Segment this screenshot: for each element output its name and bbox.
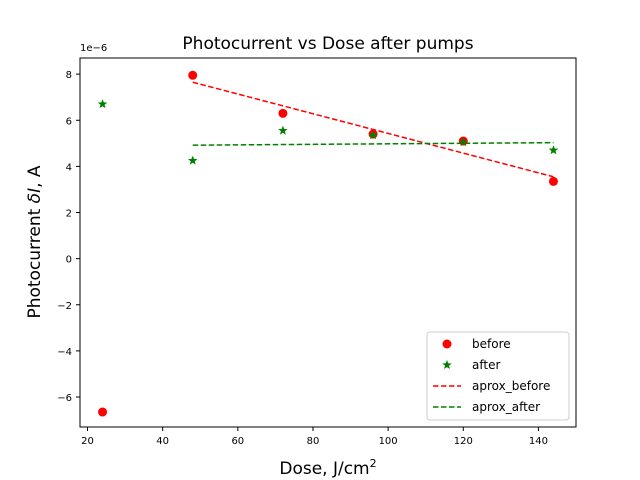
x-tick-label: 120 [454, 436, 473, 447]
x-tick-label: 140 [529, 436, 548, 447]
y-offset-label: 1e−6 [80, 43, 107, 54]
point-before [548, 176, 558, 186]
point-after [187, 155, 198, 165]
x-tick-label: 20 [81, 436, 94, 447]
x-tick-label: 100 [379, 436, 398, 447]
legend-marker-before [442, 339, 452, 349]
legend-label-before: before [472, 337, 511, 351]
y-tick-label: 4 [66, 162, 72, 173]
legend: before after aprox_before aprox_after [426, 331, 570, 421]
x-axis-label-superscript: 2 [370, 457, 377, 470]
y-tick-label: 2 [66, 209, 72, 220]
plot-frame [79, 57, 577, 428]
x-axis: 20 40 60 80 100 120 140 [81, 427, 548, 447]
x-tick-label: 60 [231, 436, 244, 447]
plot-content [97, 70, 559, 417]
y-tick-label: 8 [66, 70, 72, 81]
y-tick-label: 6 [66, 116, 72, 127]
point-after [97, 99, 108, 109]
x-axis-label: Dose, J/cm2 [279, 457, 376, 479]
chart-title: Photocurrent vs Dose after pumps [182, 34, 473, 54]
legend-label-aprox_before: aprox_before [472, 379, 550, 393]
x-tick-label: 40 [156, 436, 169, 447]
point-after [458, 137, 469, 147]
point-before [98, 407, 108, 417]
point-after [278, 125, 288, 135]
y-tick-label: −2 [57, 301, 72, 312]
y-tick-label: −4 [57, 347, 72, 358]
point-before [188, 70, 198, 80]
series-line-aprox_after [192, 141, 554, 146]
y-axis-label: Photocurrent δI, A [25, 165, 45, 318]
y-axis-label-pre: Photocurrent [25, 203, 45, 318]
legend-label-after: after [472, 358, 500, 372]
y-tick-label: 0 [66, 255, 72, 266]
x-tick-label: 80 [307, 436, 320, 447]
y-axis: −6 −4 −2 0 2 4 6 8 [57, 70, 80, 404]
point-after [368, 130, 378, 140]
y-axis-label-symbol: δI [25, 188, 45, 203]
y-axis-label-post: , A [25, 165, 45, 188]
legend-marker-after [442, 360, 452, 370]
x-axis-label-main: Dose, J/cm [279, 459, 369, 479]
legend-label-aprox_after: aprox_after [472, 400, 540, 414]
point-after [548, 145, 559, 155]
series-line-aprox_before [192, 81, 554, 178]
legend-box [426, 331, 570, 421]
point-before [278, 108, 288, 118]
y-tick-label: −6 [57, 393, 72, 404]
